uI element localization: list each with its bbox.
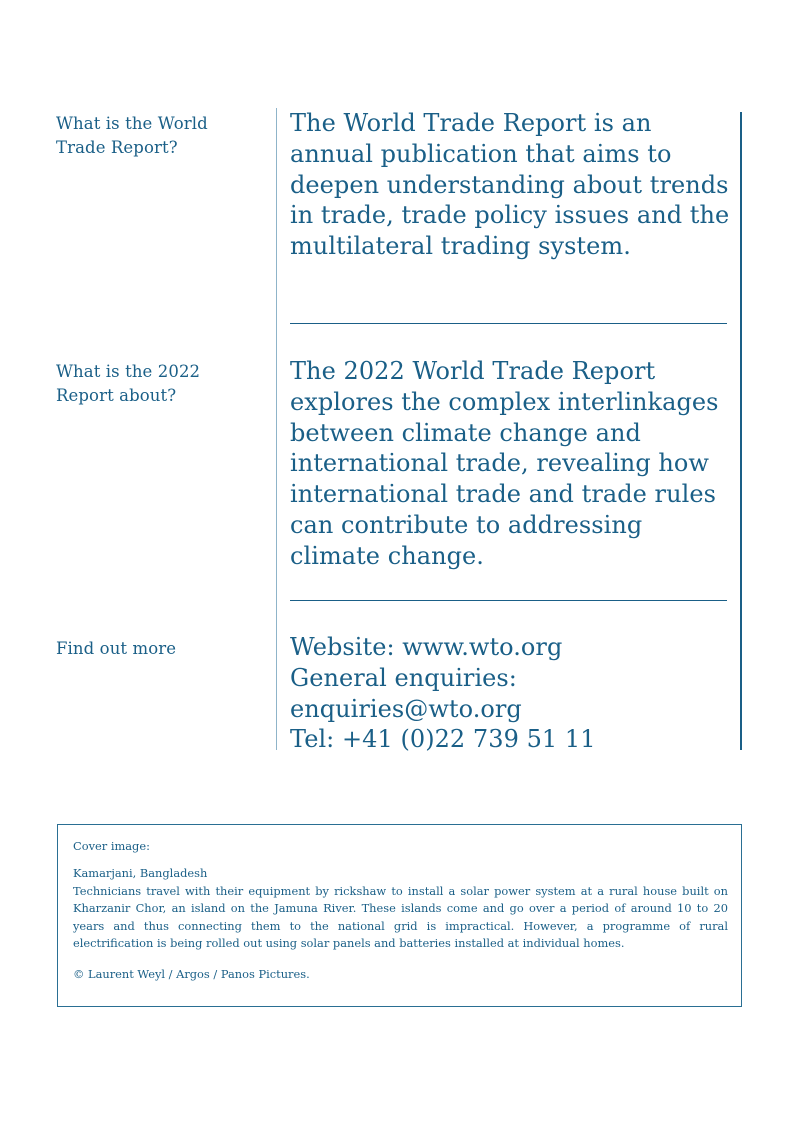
faq-text-2022-report: The 2022 World Trade Report explores the… bbox=[290, 357, 719, 570]
caption-heading: Cover image: bbox=[73, 839, 150, 853]
faq-row-world-trade-report: What is the World Trade Report? The Worl… bbox=[56, 108, 742, 313]
faq-row-2022-report: What is the 2022 Report about? The 2022 … bbox=[56, 356, 742, 600]
caption-body: Technicians travel with their equipment … bbox=[73, 883, 728, 951]
faq-label-2022-report: What is the 2022 Report about? bbox=[56, 362, 201, 405]
enquiries-email[interactable]: enquiries@wto.org bbox=[290, 694, 522, 723]
caption-inner: Cover image: Kamarjani, Bangladesh Techn… bbox=[58, 825, 741, 982]
section-divider-2 bbox=[290, 600, 727, 602]
section-divider-1 bbox=[290, 323, 727, 325]
faq-label-world-trade-report: What is the World Trade Report? bbox=[56, 114, 208, 157]
column-divider bbox=[276, 108, 277, 750]
website-line[interactable]: Website: www.wto.org bbox=[290, 633, 563, 661]
telephone-number: Tel: +41 (0)22 739 51 11 bbox=[290, 725, 596, 754]
faq-contact-details: Website: www.wto.org General enquiries: … bbox=[290, 632, 738, 755]
right-margin-rule bbox=[740, 112, 742, 750]
faq-row-find-out-more: Find out more Website: www.wto.org Gener… bbox=[56, 632, 742, 755]
caption-place: Kamarjani, Bangladesh bbox=[73, 866, 208, 880]
faq-label-find-out-more: Find out more bbox=[56, 639, 177, 658]
caption-credit: © Laurent Weyl / Argos / Panos Pictures. bbox=[73, 966, 310, 981]
faq-block: What is the World Trade Report? The Worl… bbox=[56, 108, 742, 755]
general-enquiries-label: General enquiries: bbox=[290, 663, 517, 692]
cover-image-caption-box: Cover image: Kamarjani, Bangladesh Techn… bbox=[57, 824, 742, 1007]
faq-text-world-trade-report: The World Trade Report is an annual publ… bbox=[290, 109, 730, 261]
